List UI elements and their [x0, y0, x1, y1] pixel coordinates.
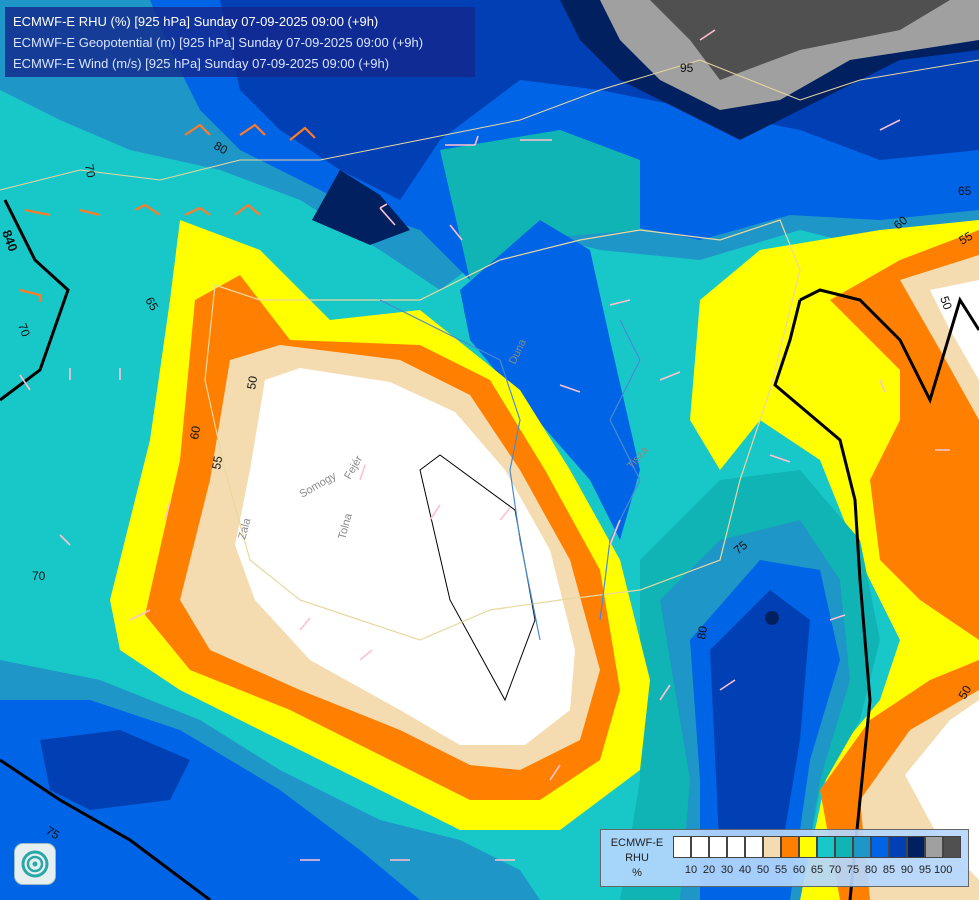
legend-tick-label: 20 — [702, 864, 716, 876]
map-title-panel: ECMWF-E RHU (%) [925 hPa] Sunday 07-09-2… — [5, 7, 475, 77]
legend-swatch — [763, 836, 781, 858]
river-danube — [379, 299, 541, 641]
legend-label-unit: % — [632, 867, 642, 879]
legend-tick-label: 100 — [934, 864, 953, 876]
legend-tick-label: 90 — [900, 864, 914, 876]
legend-tick-label: 80 — [864, 864, 878, 876]
swirl-icon-graphic — [21, 850, 49, 878]
legend-label-model: ECMWF-E — [610, 837, 664, 849]
legend-tick-label: 30 — [720, 864, 734, 876]
legend-tick-row: 10 20 30 40 50 55 60 65 70 75 80 85 90 95 100 — [682, 864, 952, 876]
legend-swatch — [691, 836, 709, 858]
legend-swatch — [871, 836, 889, 858]
contour-label-rhu: 50 — [955, 683, 974, 702]
legend-swatch — [889, 836, 907, 858]
legend-swatch — [781, 836, 799, 858]
contour-label-rhu: 50 — [244, 375, 260, 391]
legend-tick-label: 10 — [684, 864, 698, 876]
legend-swatch — [907, 836, 925, 858]
legend-tick-label: 95 — [918, 864, 932, 876]
wind-barbs-orange — [19, 123, 316, 302]
legend-swatch — [673, 836, 691, 858]
contour-label-rhu: 50 — [937, 294, 955, 312]
legend-swatch — [727, 836, 745, 858]
geopotential-line-core — [419, 454, 536, 702]
contour-label-rhu: 75 — [44, 823, 63, 842]
wind-barb-dot — [765, 611, 779, 625]
legend-tick-label: 55 — [774, 864, 788, 876]
legend-label: ECMWF-E RHU % — [605, 836, 669, 881]
rhu-band-low-core — [235, 368, 575, 745]
legend-swatch — [799, 836, 817, 858]
contour-label-rhu: 55 — [209, 455, 225, 471]
legend-swatch — [925, 836, 943, 858]
geopotential-840-west — [0, 199, 70, 402]
geopotential-line-southwest — [0, 758, 211, 900]
rhu-band-100-top — [650, 0, 950, 80]
contour-label-rhu: 95 — [680, 61, 694, 75]
rhu-band-low-right-top — [930, 280, 979, 380]
legend-tick-label: 40 — [738, 864, 752, 876]
rhu-band-85-lowleft — [40, 730, 190, 810]
legend-tick-label: 85 — [882, 864, 896, 876]
contour-label-geopotential: 840 — [0, 228, 21, 254]
legend-tick-label: 60 — [792, 864, 806, 876]
rhu-band-80-center — [460, 220, 640, 540]
rhu-band-70-center — [440, 130, 640, 280]
legend-swatch — [943, 836, 961, 858]
contour-label-rhu: 65 — [958, 184, 972, 198]
contour-label-rhu: 60 — [187, 425, 203, 441]
contour-label-rhu: 70 — [32, 569, 46, 583]
legend-tick-label: 50 — [756, 864, 770, 876]
country-border-hungary — [204, 219, 801, 641]
legend-tick-label: 70 — [828, 864, 842, 876]
legend-swatch — [853, 836, 871, 858]
contour-label-rhu: 70 — [82, 163, 98, 179]
place-label: Zala — [236, 516, 253, 541]
legend-tick-label: 65 — [810, 864, 824, 876]
contour-label-rhu: 70 — [15, 321, 33, 339]
wind-barbs — [19, 29, 950, 861]
title-rhu: ECMWF-E RHU (%) [925 hPa] Sunday 07-09-2… — [13, 14, 379, 29]
contour-label-rhu: 80 — [694, 625, 710, 641]
title-wind: ECMWF-E Wind (m/s) [925 hPa] Sunday 07-0… — [13, 56, 390, 71]
contour-label-rhu: 65 — [142, 295, 161, 314]
rhu-band-90-patch — [312, 170, 410, 245]
geopotential-line-east — [773, 288, 979, 900]
country-border — [0, 59, 979, 191]
title-geopotential: ECMWF-E Geopotential (m) [925 hPa] Sunda… — [13, 35, 424, 50]
legend-swatch — [817, 836, 835, 858]
legend-swatch — [709, 836, 727, 858]
legend-tick-label: 75 — [846, 864, 860, 876]
rhu-legend: ECMWF-E RHU % 10 20 30 40 50 55 60 65 70 75 80 85 90… — [600, 829, 969, 887]
contour-label-rhu: 55 — [957, 229, 976, 248]
legend-label-field: RHU — [625, 852, 649, 864]
contour-label-rhu: 80 — [212, 138, 231, 157]
river-tisza — [599, 319, 641, 621]
legend-swatch — [745, 836, 763, 858]
legend-swatch — [835, 836, 853, 858]
ecmwf-swirl-icon[interactable] — [14, 843, 56, 885]
legend-color-bar — [673, 836, 961, 858]
rhu-band-85-lowright — [710, 590, 810, 860]
